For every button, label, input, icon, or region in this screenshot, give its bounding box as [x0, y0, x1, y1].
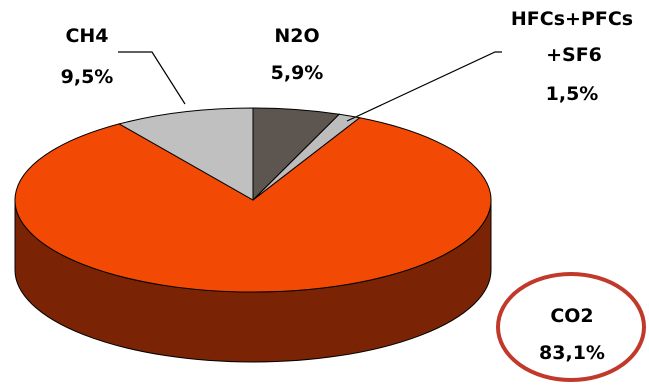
n2o-label-name: N2O [274, 25, 319, 47]
hfc-leader-line [346, 51, 502, 122]
hfc-label-line1: HFCs+PFCs [511, 8, 633, 30]
co2-highlight-ring [496, 272, 646, 382]
hfc-label-value: 1,5% [546, 83, 599, 105]
hfc-label-line2: +SF6 [546, 44, 602, 66]
n2o-label-value: 5,9% [271, 62, 324, 84]
ch4-label-name: CH4 [65, 25, 108, 47]
pie-slice-ch4 [117, 107, 254, 201]
pie-slice-co2 [14, 117, 492, 293]
co2-label-value: 83,1% [539, 342, 605, 364]
ch4-leader-line [118, 51, 186, 105]
ch4-label-value: 9,5% [61, 66, 114, 88]
co2-label-name: CO2 [550, 305, 593, 327]
pie-top-slices [14, 107, 492, 293]
